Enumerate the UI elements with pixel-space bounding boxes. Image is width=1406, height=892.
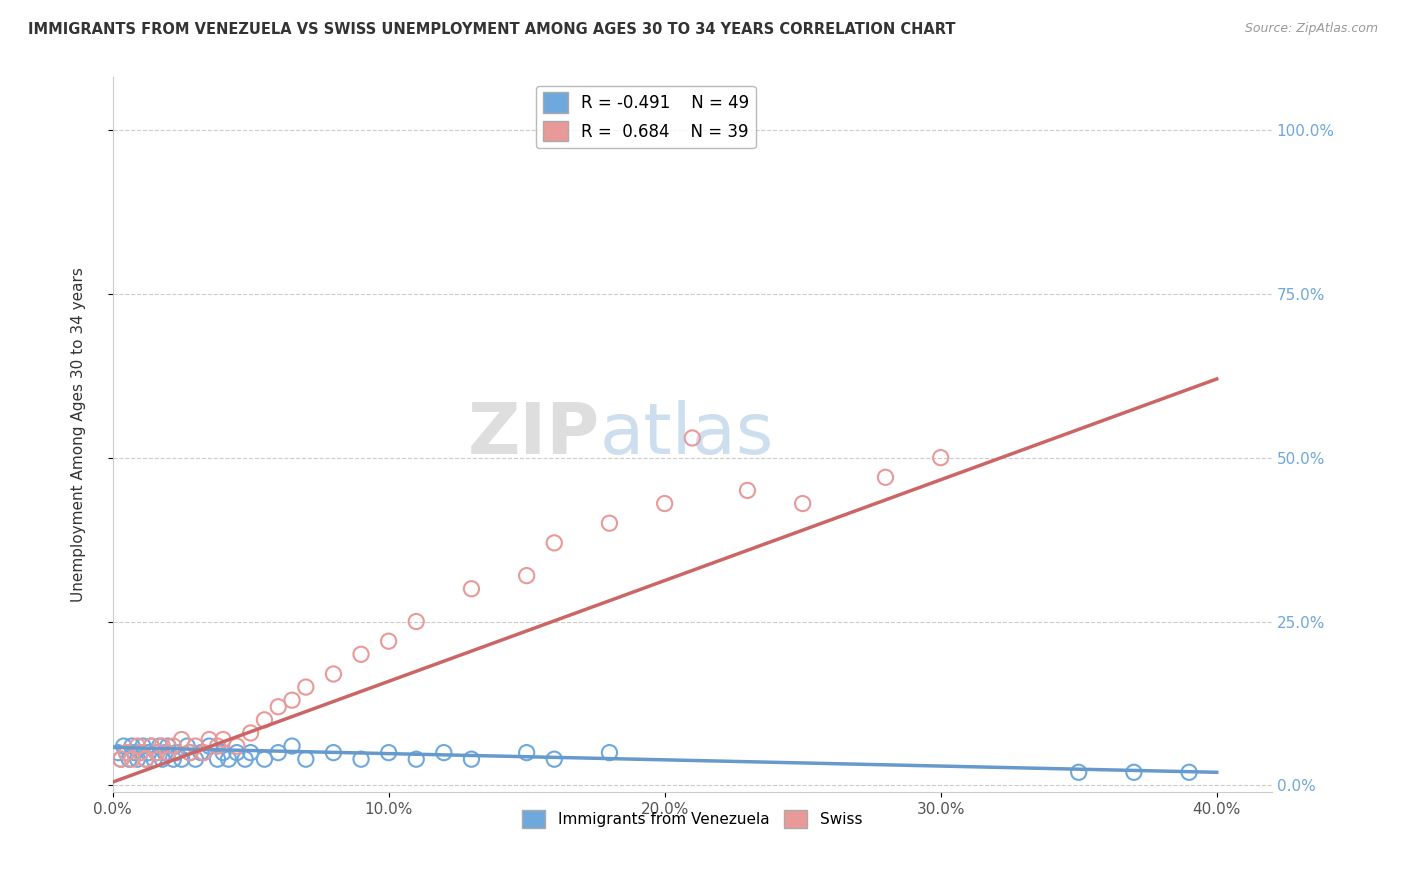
Point (150, 752, 173, 766)
Point (121, 739, 143, 753)
Point (875, 470, 897, 484)
Point (143, 752, 166, 766)
Point (929, 450, 952, 465)
Point (118, 752, 141, 766)
Point (165, 746, 187, 760)
Point (184, 739, 207, 753)
Point (377, 746, 399, 760)
Point (598, 516, 620, 531)
Point (322, 667, 344, 681)
Point (792, 496, 814, 510)
Point (141, 739, 163, 753)
Point (150, 739, 173, 753)
Point (350, 752, 373, 766)
Point (281, 739, 304, 753)
Text: atlas: atlas (599, 401, 773, 469)
Point (115, 746, 138, 760)
Point (543, 752, 565, 766)
Point (322, 746, 344, 760)
Point (405, 615, 427, 629)
Point (737, 483, 759, 498)
Point (516, 746, 538, 760)
Point (156, 746, 179, 760)
Point (179, 746, 201, 760)
Point (405, 752, 427, 766)
Point (1067, 765, 1090, 780)
Y-axis label: Unemployment Among Ages 30 to 34 years: Unemployment Among Ages 30 to 34 years (72, 268, 86, 602)
Point (377, 634, 399, 648)
Point (176, 739, 198, 753)
Point (129, 746, 152, 760)
Point (212, 732, 235, 747)
Point (170, 732, 193, 747)
Point (460, 582, 482, 596)
Point (115, 746, 138, 760)
Point (212, 746, 235, 760)
Point (127, 739, 149, 753)
Point (218, 752, 240, 766)
Point (170, 752, 193, 766)
Point (281, 693, 304, 707)
Point (153, 746, 176, 760)
Point (543, 536, 565, 550)
Point (198, 732, 221, 747)
Point (267, 699, 290, 714)
Point (207, 739, 229, 753)
Point (460, 752, 482, 766)
Point (654, 496, 676, 510)
Point (112, 739, 135, 753)
Point (267, 746, 290, 760)
Text: IMMIGRANTS FROM VENEZUELA VS SWISS UNEMPLOYMENT AMONG AGES 30 TO 34 YEARS CORREL: IMMIGRANTS FROM VENEZUELA VS SWISS UNEMP… (28, 22, 956, 37)
Legend: Immigrants from Venezuela, Swiss: Immigrants from Venezuela, Swiss (516, 804, 869, 834)
Point (110, 752, 132, 766)
Point (107, 746, 129, 760)
Point (253, 713, 276, 727)
Point (124, 746, 146, 760)
Point (1178, 765, 1201, 780)
Point (198, 739, 221, 753)
Point (598, 746, 620, 760)
Point (146, 746, 169, 760)
Point (253, 752, 276, 766)
Point (162, 752, 184, 766)
Point (110, 752, 132, 766)
Point (148, 739, 170, 753)
Point (132, 739, 155, 753)
Point (681, 431, 703, 445)
Point (162, 739, 184, 753)
Point (350, 648, 373, 662)
Text: Source: ZipAtlas.com: Source: ZipAtlas.com (1244, 22, 1378, 36)
Text: ZIP: ZIP (467, 401, 599, 469)
Point (141, 739, 163, 753)
Point (239, 726, 262, 740)
Point (138, 746, 160, 760)
Point (129, 746, 152, 760)
Point (193, 746, 215, 760)
Point (184, 752, 207, 766)
Point (516, 568, 538, 582)
Point (121, 752, 143, 766)
Point (135, 752, 157, 766)
Point (179, 746, 201, 760)
Point (295, 680, 318, 694)
Point (146, 746, 169, 760)
Point (127, 752, 149, 766)
Point (156, 739, 179, 753)
Point (433, 746, 456, 760)
Point (190, 746, 212, 760)
Point (239, 746, 262, 760)
Point (225, 746, 247, 760)
Point (207, 752, 229, 766)
Point (295, 752, 318, 766)
Point (1122, 765, 1144, 780)
Point (135, 752, 157, 766)
Point (225, 739, 247, 753)
Point (233, 752, 256, 766)
